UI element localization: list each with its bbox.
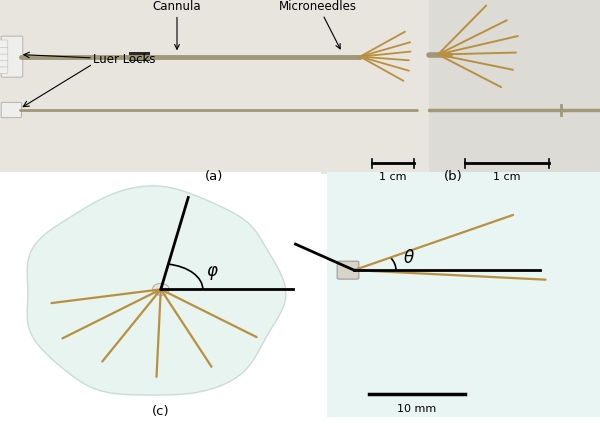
Text: (a): (a) — [205, 170, 224, 182]
FancyBboxPatch shape — [0, 66, 8, 74]
Text: (c): (c) — [152, 404, 169, 417]
Text: θ: θ — [403, 248, 413, 266]
FancyBboxPatch shape — [429, 0, 600, 175]
FancyBboxPatch shape — [0, 47, 8, 55]
Text: 1 cm: 1 cm — [493, 172, 521, 181]
FancyBboxPatch shape — [129, 53, 150, 62]
Text: 10 mm: 10 mm — [397, 403, 437, 413]
FancyBboxPatch shape — [0, 60, 8, 68]
FancyBboxPatch shape — [0, 54, 8, 61]
Text: 1 cm: 1 cm — [379, 172, 407, 181]
Polygon shape — [27, 187, 286, 395]
FancyBboxPatch shape — [0, 173, 321, 417]
Text: Microneedles: Microneedles — [279, 0, 357, 50]
FancyBboxPatch shape — [337, 262, 359, 279]
Text: Luer Locks: Luer Locks — [93, 53, 155, 66]
Text: Cannula: Cannula — [152, 0, 202, 50]
Text: (b): (b) — [443, 170, 463, 182]
FancyBboxPatch shape — [1, 37, 23, 78]
FancyBboxPatch shape — [0, 0, 429, 175]
FancyBboxPatch shape — [0, 41, 8, 49]
Circle shape — [152, 284, 169, 296]
FancyBboxPatch shape — [1, 103, 22, 118]
FancyBboxPatch shape — [327, 173, 600, 417]
Text: φ: φ — [206, 261, 217, 279]
